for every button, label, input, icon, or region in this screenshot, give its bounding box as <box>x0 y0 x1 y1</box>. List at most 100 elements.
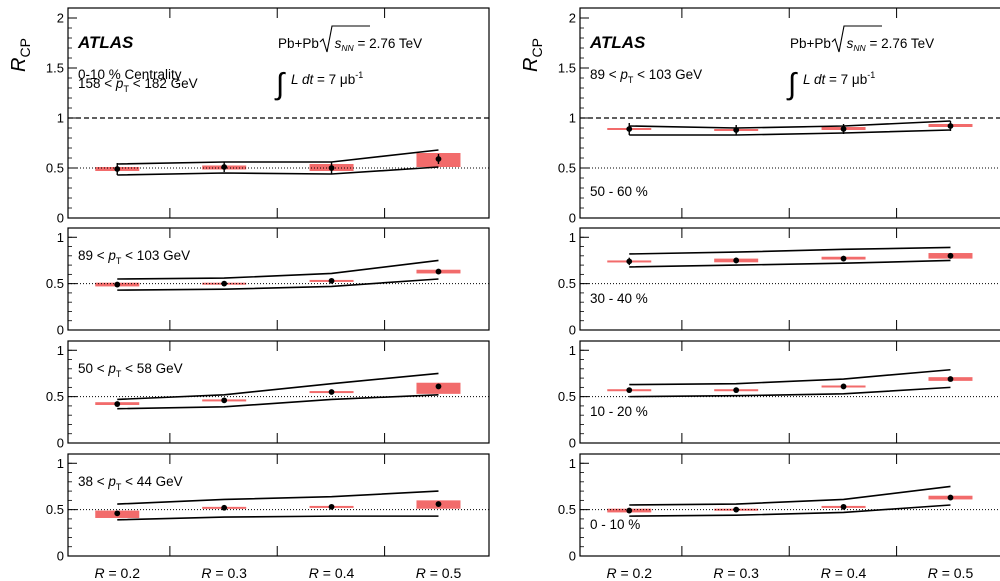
data-point-3 <box>328 277 335 284</box>
column-header-right: ATLAS 89 < pT < 103 GeV Pb+Pb sNN = 2.76 T… <box>520 25 934 101</box>
band-upper-line <box>629 368 951 386</box>
data-point-2 <box>221 397 228 404</box>
y-axis-label: RCP <box>520 38 545 72</box>
experiment-label: ATLAS <box>77 33 134 52</box>
y-tick-label: 0 <box>569 211 576 226</box>
data-point-2 <box>733 506 740 513</box>
column-header-left: ATLAS 0-10 % Centrality Pb+Pb sNN = 2.76 T… <box>8 25 422 101</box>
chart-panel-left-2: 0 0.5 1 89 < pT < 103 GeV <box>46 227 490 338</box>
y-tick-label: 0 <box>57 436 64 451</box>
panel-frame <box>67 340 490 444</box>
band-upper-line <box>629 246 951 255</box>
sqrt-symbol <box>831 25 882 53</box>
luminosity-label: L dt = 7 μb-1 <box>291 70 363 87</box>
x-category-label: R = 0.2 <box>94 565 140 581</box>
band-lower-line <box>629 259 951 268</box>
data-point-4 <box>435 156 442 162</box>
data-point-4 <box>947 494 954 501</box>
band-lower-line <box>117 166 439 176</box>
experiment-label: ATLAS <box>589 33 646 52</box>
y-tick-label: 2 <box>57 11 64 26</box>
data-point-1 <box>114 281 121 288</box>
data-point-4 <box>947 376 954 382</box>
data-point-4 <box>435 268 442 275</box>
y-tick-label: 0.5 <box>46 502 64 517</box>
data-point-2 <box>221 164 228 170</box>
data-point-1 <box>114 166 121 172</box>
panel-label: 38 < pT < 44 GeV <box>78 474 183 492</box>
data-point-1 <box>626 387 633 394</box>
data-point-3 <box>840 383 847 390</box>
panel-label: 10 - 20 % <box>590 404 648 419</box>
panel-label: 50 - 60 % <box>590 184 648 199</box>
x-category-label: R = 0.4 <box>309 565 355 581</box>
y-tick-label: 1 <box>57 343 64 358</box>
band-upper-line <box>629 120 951 129</box>
band-lower-line <box>117 393 439 410</box>
data-point-2 <box>221 504 228 511</box>
y-tick-label: 0.5 <box>46 161 64 176</box>
data-point-4 <box>947 123 954 129</box>
centrality-label: 0-10 % Centrality <box>78 67 182 82</box>
y-tick-label: 1 <box>569 111 576 126</box>
panel-frame <box>579 453 1000 557</box>
data-point-3 <box>840 255 847 262</box>
panel-frame <box>67 7 490 219</box>
y-tick-label: 0.5 <box>46 389 64 404</box>
y-tick-label: 1 <box>57 456 64 471</box>
chart-panel-left-4: 0 0.5 1 38 < pT < 44 GeV R = 0.2 R = 0.3 R = 0… <box>46 453 490 581</box>
data-point-2 <box>733 257 740 264</box>
band-upper-line <box>629 485 951 506</box>
y-tick-label: 0 <box>569 323 576 338</box>
panel-frame <box>579 7 1000 219</box>
data-point-3 <box>840 503 847 510</box>
panel-label: 89 < pT < 103 GeV <box>78 248 190 266</box>
x-category-label: R = 0.3 <box>713 565 759 581</box>
panel-frame <box>579 227 1000 331</box>
band-lower-line <box>117 515 439 521</box>
x-category-label: R = 0.5 <box>928 565 974 581</box>
x-category-label: R = 0.2 <box>606 565 652 581</box>
chart-panel-left-1: 0 0.5 1 1.5 2 158 < pT < 182 GeV <box>46 7 490 226</box>
y-tick-label: 1 <box>569 230 576 245</box>
integral-symbol: ∫ <box>274 68 286 101</box>
data-point-2 <box>733 127 740 133</box>
data-point-2 <box>733 387 740 394</box>
panel-frame <box>579 340 1000 444</box>
data-point-3 <box>328 389 335 395</box>
y-tick-label: 0 <box>569 436 576 451</box>
y-tick-label: 1.5 <box>46 61 64 76</box>
data-point-1 <box>626 507 633 514</box>
data-point-1 <box>114 510 121 517</box>
y-tick-label: 0.5 <box>558 276 576 291</box>
energy-label: Pb+Pb sNN = 2.76 TeV <box>790 36 934 53</box>
band-upper-line <box>117 149 439 165</box>
integral-symbol: ∫ <box>786 68 798 101</box>
y-tick-label: 0.5 <box>558 389 576 404</box>
band-upper-line <box>117 372 439 401</box>
data-point-2 <box>221 280 228 287</box>
y-tick-label: 1 <box>57 111 64 126</box>
y-tick-label: 1 <box>569 343 576 358</box>
data-point-1 <box>626 258 633 265</box>
energy-label: Pb+Pb sNN = 2.76 TeV <box>278 36 422 53</box>
pt-range-label: 89 < pT < 103 GeV <box>590 67 702 85</box>
panel-frame <box>67 227 490 331</box>
y-tick-label: 1 <box>57 230 64 245</box>
data-point-3 <box>328 503 335 510</box>
panel-label: 158 < pT < 182 GeV <box>78 76 198 94</box>
chart-panel-left-3: 0 0.5 1 50 < pT < 58 GeV <box>46 340 490 451</box>
y-tick-label: 0.5 <box>558 161 576 176</box>
y-tick-label: 0 <box>57 211 64 226</box>
y-tick-label: 1 <box>569 456 576 471</box>
y-tick-label: 0.5 <box>46 276 64 291</box>
y-tick-label: 1.5 <box>558 61 576 76</box>
x-category-label: R = 0.3 <box>201 565 247 581</box>
data-point-1 <box>626 126 633 132</box>
y-tick-label: 0 <box>57 549 64 564</box>
band-lower-line <box>629 386 951 398</box>
y-axis-label: RCP <box>8 38 33 72</box>
data-point-3 <box>328 165 335 171</box>
chart-panel-right-3: 0 0.5 1 10 - 20 % <box>558 340 1000 451</box>
